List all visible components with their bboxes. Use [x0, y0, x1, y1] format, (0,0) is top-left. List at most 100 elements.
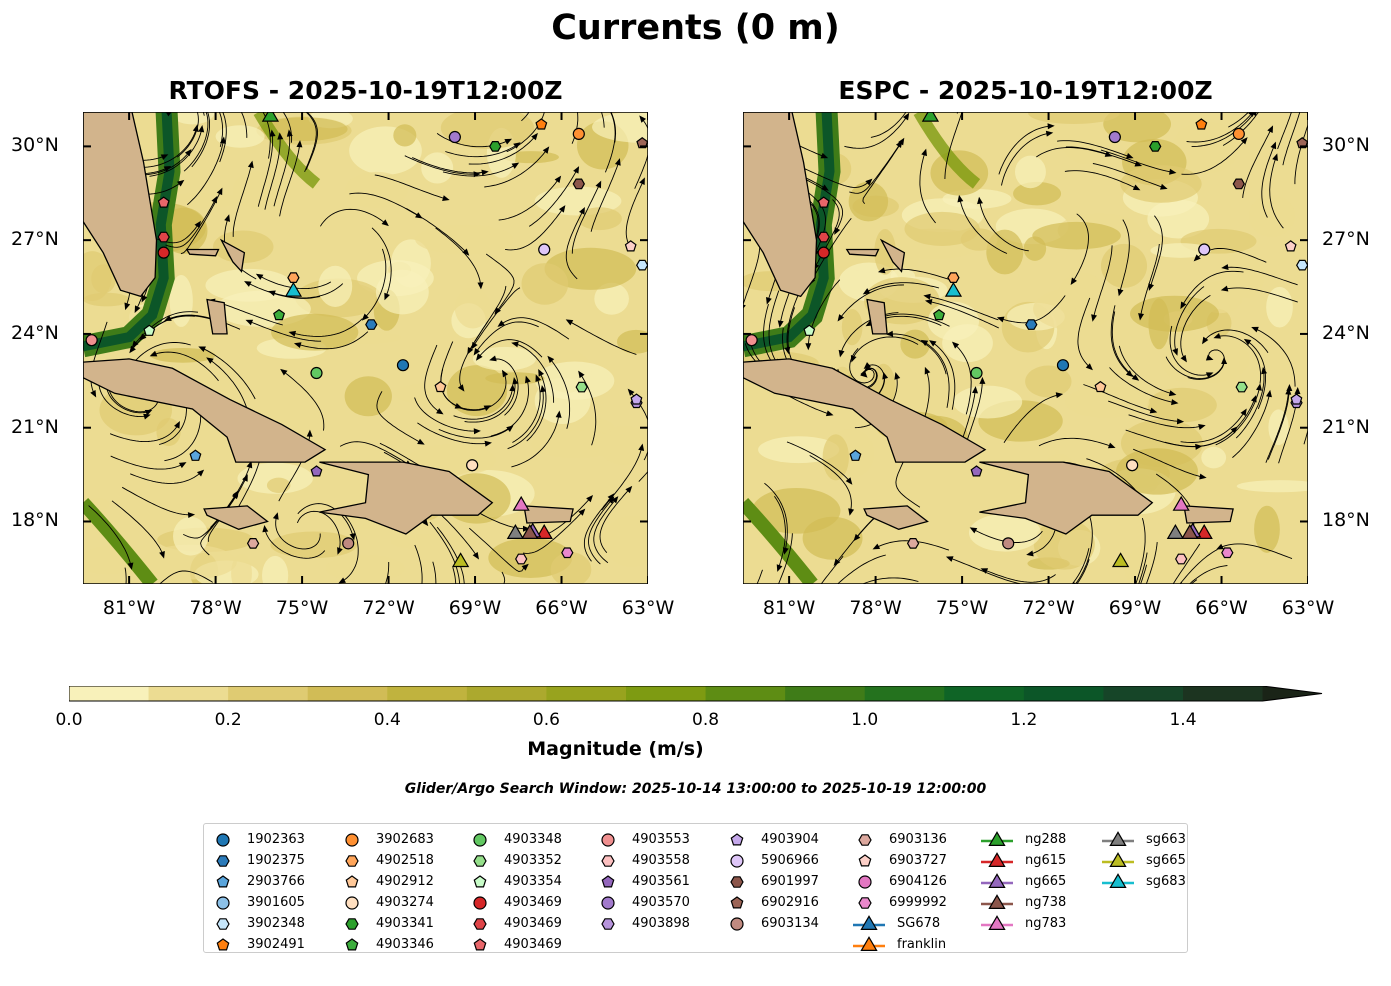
streamline — [1149, 215, 1163, 288]
streamline — [1057, 140, 1130, 158]
legend-marker-icon — [473, 874, 487, 887]
streamline — [979, 200, 1029, 252]
marker-sg665 — [1111, 552, 1130, 568]
streamline — [240, 112, 248, 138]
streamline-arrow — [338, 577, 346, 584]
colorbar-level — [69, 686, 150, 701]
streamline-arrow — [579, 207, 585, 215]
marker-6903136 — [246, 538, 260, 549]
streamline — [1128, 414, 1202, 429]
legend-entry: 4903469 — [466, 913, 562, 934]
streamline-arrow — [220, 136, 226, 144]
legend-marker — [858, 874, 872, 889]
streamline-arrow — [1199, 473, 1207, 480]
streamline-arrow — [951, 341, 960, 349]
speed-patch — [577, 207, 622, 231]
speed-patch — [1032, 221, 1121, 250]
streamline — [1181, 139, 1246, 175]
legend-entry: 4903558 — [594, 850, 690, 871]
speed-patch — [1033, 287, 1115, 331]
streamline — [1224, 287, 1298, 303]
streamline — [468, 135, 536, 165]
streamline — [464, 381, 516, 423]
streamline — [768, 290, 780, 364]
streamline-arrow — [586, 494, 594, 503]
speed-patch — [344, 376, 392, 417]
streamline-arrow — [538, 369, 545, 377]
colorbar-level — [944, 686, 1025, 701]
legend-entry: 4903354 — [466, 871, 562, 892]
streamline — [153, 351, 219, 382]
streamline — [604, 112, 616, 173]
legend-label: 2903766 — [247, 874, 305, 889]
legend-label: ng783 — [1025, 916, 1067, 931]
legend-marker-icon — [858, 853, 872, 866]
streamline — [478, 339, 543, 358]
speed-patch — [142, 544, 237, 580]
streamline — [296, 510, 341, 552]
marker-4903904 — [630, 393, 643, 405]
speed-patch — [454, 287, 491, 329]
streamline-arrow — [129, 345, 136, 354]
streamline-arrow — [607, 496, 615, 504]
colorbar-label: Magnitude (m/s) — [527, 738, 704, 760]
streamline — [1074, 515, 1093, 584]
speed-patch — [318, 265, 353, 307]
legend-entry: franklin — [851, 934, 947, 955]
streamline — [565, 210, 584, 280]
streamline — [109, 424, 179, 443]
lon-tick-label: 66°W — [535, 597, 588, 619]
legend-label: sg683 — [1146, 874, 1186, 889]
speed-patch — [260, 117, 348, 141]
legend-marker-icon — [853, 935, 885, 951]
marker-4903469 — [157, 231, 170, 243]
legend-marker — [730, 832, 744, 845]
streamline-arrow — [165, 112, 173, 117]
streamline — [1186, 112, 1253, 143]
streamline-arrow — [928, 340, 937, 347]
streamline-arrow — [1148, 283, 1154, 291]
legend-entry: 6901997 — [723, 871, 819, 892]
streamline-arrow — [159, 551, 165, 559]
streamline-arrow — [184, 148, 192, 157]
legend-label: 4903558 — [632, 853, 690, 868]
streamline-arrow — [262, 524, 269, 533]
streamline — [1269, 157, 1284, 229]
streamline-arrow — [473, 348, 481, 356]
land-grandbahama — [845, 248, 880, 257]
legend-marker — [988, 893, 1006, 909]
figure-title: Currents (0 m) — [551, 8, 840, 48]
streamline-arrow — [143, 413, 151, 420]
legend-label: 1902375 — [247, 853, 305, 868]
streamline-arrow — [245, 319, 254, 326]
streamline — [500, 317, 570, 340]
streamline — [810, 218, 852, 282]
lon-tick-label: 75°W — [935, 597, 989, 619]
speed-patch — [530, 430, 621, 459]
streamline — [475, 321, 539, 353]
streamline — [1225, 266, 1298, 286]
legend-entry: 6903136 — [851, 829, 947, 850]
streamline-arrow — [178, 462, 187, 469]
streamline — [522, 511, 583, 554]
streamline-arrow — [862, 288, 871, 295]
streamline — [341, 515, 359, 582]
speed-patch — [752, 487, 841, 534]
streamline-arrow — [578, 370, 585, 379]
streamline — [1092, 245, 1113, 318]
legend-marker-icon — [601, 874, 615, 887]
streamline — [1092, 163, 1164, 189]
legend-marker-icon — [345, 917, 359, 930]
legend-marker-icon — [1102, 830, 1134, 846]
legend-marker — [988, 851, 1006, 867]
speed-patch — [594, 282, 629, 315]
legend-column: 6903136 6903727 6904126 6999992 SG678 frankli… — [851, 829, 947, 955]
legend-marker — [345, 832, 359, 847]
streamline-arrow — [1176, 418, 1185, 425]
streamline — [862, 140, 903, 204]
legend-entry: SG678 — [851, 913, 947, 934]
speed-patch — [1028, 112, 1120, 124]
streamline-arrow — [833, 558, 841, 566]
land-jamaica — [203, 505, 269, 530]
streamline-arrow — [743, 303, 746, 312]
